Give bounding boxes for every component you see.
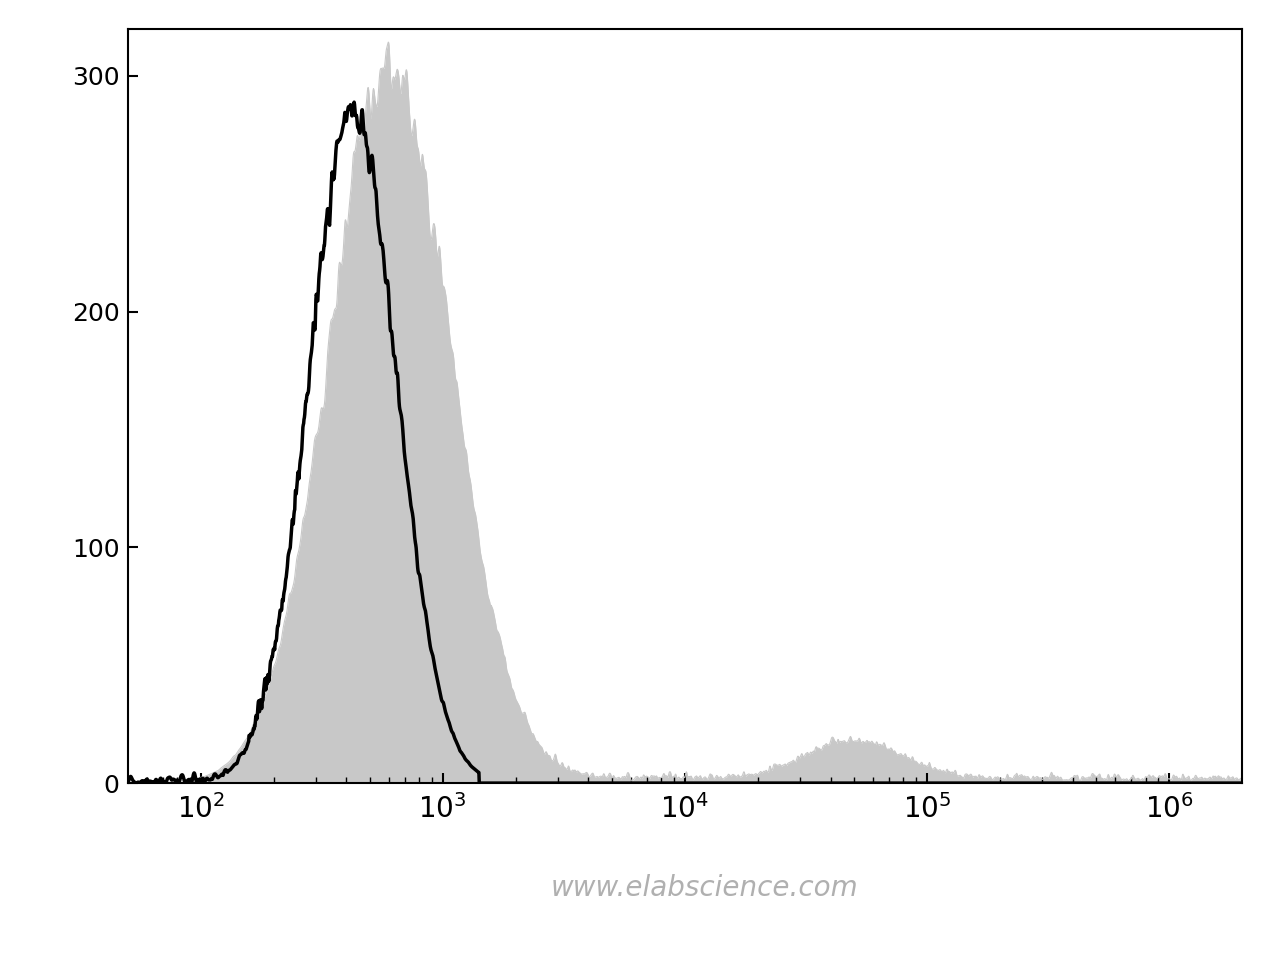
Text: www.elabscience.com: www.elabscience.com	[550, 874, 858, 902]
